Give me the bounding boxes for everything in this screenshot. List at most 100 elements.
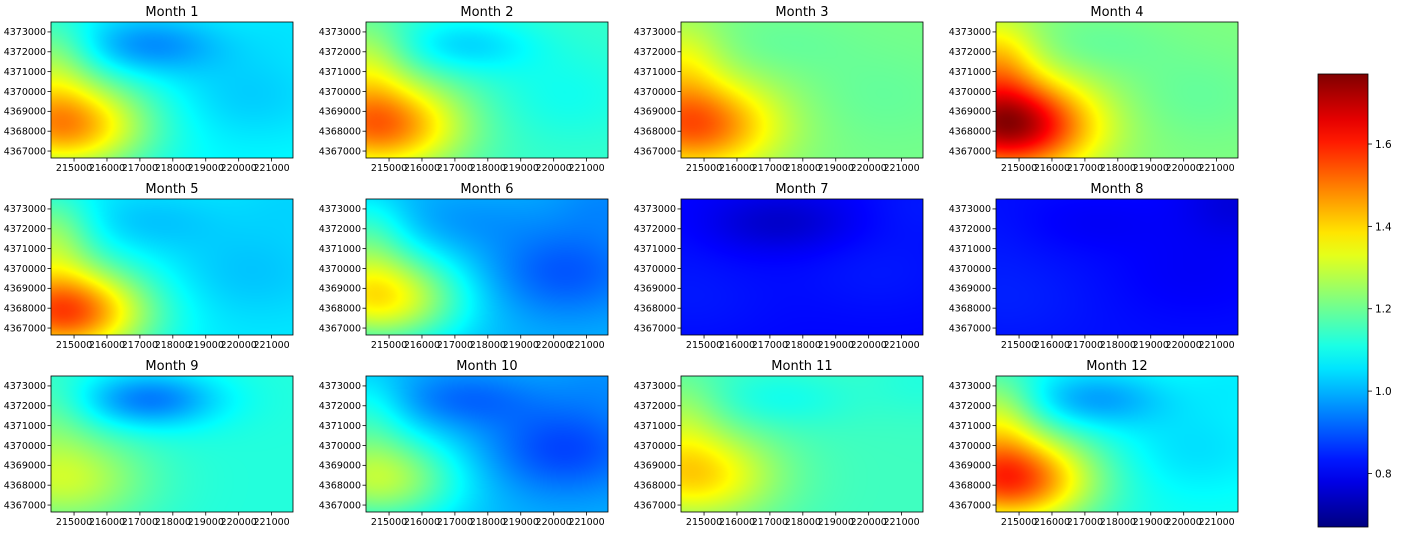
y-tick-label: 4368000 xyxy=(949,303,991,314)
x-tick-label: 218000 xyxy=(1100,517,1136,528)
x-tick-label: 221000 xyxy=(883,517,919,528)
plot-frame xyxy=(50,198,294,336)
y-tick-label: 4368000 xyxy=(319,303,361,314)
x-tick-label: 217000 xyxy=(437,340,473,351)
plot-frame xyxy=(995,21,1239,159)
colorbar-gradient xyxy=(1318,74,1368,527)
y-tick-label: 4369000 xyxy=(949,461,991,472)
y-tick-label: 4367000 xyxy=(949,500,991,511)
x-tick-label: 217000 xyxy=(752,517,788,528)
y-tick-label: 4368000 xyxy=(4,126,46,137)
y-tick-label: 4370000 xyxy=(949,441,991,452)
y-tick-label: 4370000 xyxy=(319,87,361,98)
x-tick-label: 217000 xyxy=(752,340,788,351)
plot-frame xyxy=(365,21,609,159)
y-tick-label: 4369000 xyxy=(949,107,991,118)
y-tick-label: 4368000 xyxy=(319,480,361,491)
x-tick-label: 215000 xyxy=(371,340,407,351)
x-tick-label: 219000 xyxy=(503,163,539,174)
y-tick-label: 4369000 xyxy=(319,284,361,295)
y-tick-label: 4370000 xyxy=(634,264,676,275)
heatmap-panels: Month 1215000216000217000218000219000220… xyxy=(4,5,1239,528)
heatmap-image xyxy=(51,376,293,512)
x-tick-label: 221000 xyxy=(253,517,289,528)
heatmap-image xyxy=(681,376,923,512)
y-tick-label: 4369000 xyxy=(4,107,46,118)
x-tick-label: 216000 xyxy=(404,340,440,351)
y-tick-label: 4368000 xyxy=(634,126,676,137)
x-tick-label: 216000 xyxy=(89,517,125,528)
x-tick-label: 216000 xyxy=(89,163,125,174)
x-tick-label: 216000 xyxy=(1034,340,1070,351)
y-tick-label: 4371000 xyxy=(4,244,46,255)
x-tick-label: 220000 xyxy=(221,340,257,351)
y-tick-label: 4369000 xyxy=(634,107,676,118)
x-tick-label: 219000 xyxy=(188,517,224,528)
heatmap-panel: Month 3 215000216000217000218000219000220… xyxy=(634,5,924,174)
x-tick-label: 215000 xyxy=(56,340,92,351)
x-tick-label: 216000 xyxy=(1034,163,1070,174)
x-tick-label: 219000 xyxy=(1133,340,1169,351)
y-tick-label: 4369000 xyxy=(949,284,991,295)
colorbar-tick-label: 0.8 xyxy=(1375,468,1392,480)
y-tick-label: 4370000 xyxy=(634,87,676,98)
x-tick-label: 220000 xyxy=(1166,340,1202,351)
colorbar-tick-label: 1.4 xyxy=(1375,221,1392,233)
plot-frame xyxy=(995,375,1239,513)
x-tick-label: 217000 xyxy=(752,163,788,174)
x-tick-label: 218000 xyxy=(470,517,506,528)
plot-frame xyxy=(995,198,1239,336)
y-tick-label: 4370000 xyxy=(4,264,46,275)
x-tick-label: 219000 xyxy=(503,517,539,528)
y-tick-label: 4369000 xyxy=(319,461,361,472)
x-tick-label: 219000 xyxy=(188,340,224,351)
heatmap-image xyxy=(681,22,923,158)
y-tick-label: 4373000 xyxy=(4,204,46,215)
heatmap-image xyxy=(366,376,608,512)
y-tick-label: 4371000 xyxy=(319,67,361,78)
y-tick-label: 4367000 xyxy=(634,146,676,157)
y-tick-label: 4373000 xyxy=(949,204,991,215)
x-tick-label: 219000 xyxy=(1133,163,1169,174)
x-tick-label: 218000 xyxy=(785,340,821,351)
panel-title: Month 4 xyxy=(1090,5,1143,20)
heatmap-image xyxy=(51,22,293,158)
heatmap-image xyxy=(996,199,1238,335)
y-tick-label: 4367000 xyxy=(319,500,361,511)
x-tick-label: 215000 xyxy=(371,517,407,528)
y-tick-label: 4372000 xyxy=(634,401,676,412)
x-tick-label: 216000 xyxy=(1034,517,1070,528)
heatmap-panel: Month 7 215000216000217000218000219000220… xyxy=(634,182,924,351)
y-tick-label: 4373000 xyxy=(4,381,46,392)
colorbar: 0.8 1.0 1.2 1.4 1.6 xyxy=(1317,73,1392,528)
y-tick-label: 4373000 xyxy=(634,27,676,38)
x-tick-label: 216000 xyxy=(404,517,440,528)
x-tick-label: 221000 xyxy=(568,163,604,174)
y-tick-label: 4369000 xyxy=(634,284,676,295)
y-tick-label: 4367000 xyxy=(949,146,991,157)
heatmap-panel: Month 1221500021600021700021800021900022… xyxy=(949,359,1239,528)
x-tick-label: 218000 xyxy=(470,163,506,174)
x-tick-label: 219000 xyxy=(818,517,854,528)
heatmap-image xyxy=(366,22,608,158)
x-tick-label: 221000 xyxy=(1198,517,1234,528)
y-tick-label: 4371000 xyxy=(319,421,361,432)
plot-frame xyxy=(365,198,609,336)
x-tick-label: 215000 xyxy=(1001,340,1037,351)
plot-frame xyxy=(680,375,924,513)
x-tick-label: 215000 xyxy=(686,340,722,351)
heatmap-panel: Month 9 215000216000217000218000219000220… xyxy=(4,359,294,528)
heatmap-image xyxy=(996,376,1238,512)
y-tick-label: 4372000 xyxy=(949,224,991,235)
plot-frame xyxy=(680,21,924,159)
y-tick-label: 4371000 xyxy=(949,67,991,78)
y-tick-label: 4370000 xyxy=(4,441,46,452)
y-tick-label: 4369000 xyxy=(319,107,361,118)
heatmap-panel: Month 1 215000216000217000218000219000220… xyxy=(4,5,294,174)
x-tick-label: 221000 xyxy=(568,340,604,351)
y-tick-label: 4368000 xyxy=(949,480,991,491)
y-tick-label: 4371000 xyxy=(634,421,676,432)
x-tick-label: 216000 xyxy=(719,340,755,351)
plot-frame xyxy=(50,21,294,159)
